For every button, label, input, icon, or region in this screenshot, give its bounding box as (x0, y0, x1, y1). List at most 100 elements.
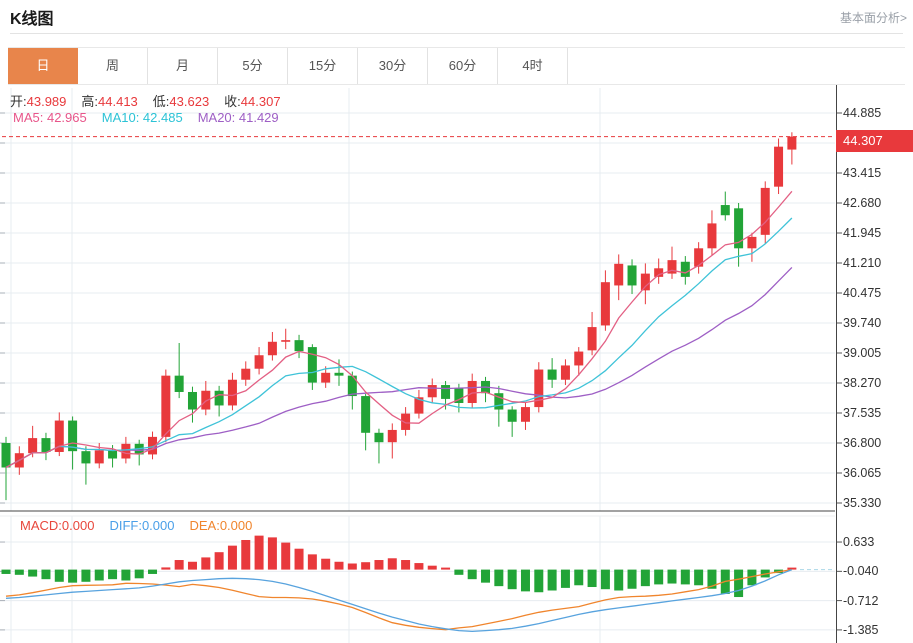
y-axis-label: -0.040 (843, 564, 879, 579)
macd-bar (547, 569, 557, 591)
macd-bar (614, 569, 624, 591)
period-tab-bar: 日周月 5分 15分 30分 60分 4时 (8, 47, 905, 85)
tab-week[interactable]: 周 (78, 48, 148, 84)
macd-bar (68, 569, 78, 583)
candle-body (361, 396, 371, 433)
candle-body (241, 368, 251, 380)
macd-bar (734, 569, 744, 598)
candle-body (654, 268, 664, 277)
macd-bar (467, 569, 477, 580)
candle-body (734, 208, 744, 249)
candle-body (534, 369, 544, 408)
macd-bar (334, 561, 344, 570)
y-axis-label: 40.475 (843, 286, 882, 300)
candle-body (201, 390, 211, 410)
y-axis-label: 43.415 (843, 166, 882, 180)
candle-body (787, 136, 797, 150)
macd-bar (294, 548, 304, 570)
candle-body (507, 409, 517, 422)
candle-body (494, 393, 504, 410)
candle-body (441, 385, 451, 399)
macd-bar (148, 569, 158, 574)
tab-hour4[interactable]: 4时 (498, 48, 568, 84)
candle-body (28, 438, 38, 454)
y-axis-label: 41.945 (843, 226, 882, 240)
ma5-line (5, 190, 793, 469)
candle-body (267, 341, 277, 356)
y-axis-label: -0.712 (843, 593, 879, 608)
ohlc-open: 开:43.989 (10, 94, 67, 109)
candle-body (41, 438, 51, 452)
macd-bar (134, 569, 144, 579)
macd-bar (94, 569, 104, 581)
candle-body (227, 379, 237, 406)
macd-bar (227, 545, 237, 570)
candle-body (321, 372, 331, 383)
y-axis-label: 39.740 (843, 316, 882, 330)
macd-bar (54, 569, 64, 582)
y-axis-label: 41.210 (843, 256, 882, 270)
macd-bar (281, 542, 291, 570)
macd-bar (121, 569, 131, 581)
macd-bar (307, 554, 317, 570)
candle-body (747, 236, 757, 249)
candle-body (467, 380, 477, 403)
macd-bar (201, 557, 211, 570)
ohlc-close: 收:44.307 (224, 94, 281, 109)
macd-bar (174, 560, 184, 570)
diff-line (5, 568, 793, 633)
candle-body (174, 375, 184, 392)
macd-bar (374, 560, 384, 570)
y-axis-label: 36.065 (843, 466, 882, 480)
fundamental-analysis-link[interactable]: 基本面分析> (839, 11, 907, 25)
candle-body (161, 375, 171, 437)
candle-body (254, 355, 264, 369)
macd-bar (560, 569, 570, 588)
macd-bar (627, 569, 637, 589)
legend-dea: DEA:0.000 (189, 518, 253, 533)
candle-body (520, 407, 530, 422)
candle-body (547, 369, 557, 380)
candle-body (574, 351, 584, 366)
candle-body (401, 413, 411, 430)
macd-bar (667, 569, 677, 584)
macd-bar (108, 569, 118, 580)
macd-bar (361, 562, 371, 570)
macd-bar (680, 569, 690, 585)
macd-bar (41, 569, 51, 580)
candle-body (614, 263, 624, 286)
candle-body (307, 347, 317, 383)
macd-bar (520, 569, 530, 592)
macd-bar (214, 552, 224, 570)
tab-min5[interactable]: 5分 (218, 48, 288, 84)
macd-bar (441, 567, 451, 570)
legend-diff: DIFF:0.000 (109, 518, 175, 533)
tab-min60[interactable]: 60分 (428, 48, 498, 84)
macd-bar (747, 569, 757, 586)
macd-bar (241, 539, 251, 570)
ma10-line (5, 217, 793, 469)
candle-body (414, 397, 424, 414)
candle-body (347, 375, 357, 397)
candle-body (720, 205, 730, 216)
legend-ma10: MA10: 42.485 (101, 110, 183, 125)
candle-body (108, 450, 118, 459)
tab-min30[interactable]: 30分 (358, 48, 428, 84)
tab-month[interactable]: 月 (148, 48, 218, 84)
macd-bar (507, 569, 517, 590)
candle-body (694, 248, 704, 267)
candle-body (627, 265, 637, 286)
legend-ma5: MA5: 42.965 (13, 110, 87, 125)
candle-body (667, 260, 677, 274)
tab-day[interactable]: 日 (8, 48, 78, 84)
tab-min15[interactable]: 15分 (288, 48, 358, 84)
macd-bar (347, 563, 357, 570)
current-price-badge: 44.307 (836, 130, 913, 152)
macd-bar (654, 569, 664, 585)
candle-body (294, 340, 304, 352)
candle-body (427, 385, 437, 398)
y-axis-label: 38.270 (843, 376, 882, 390)
y-axis-label: 36.800 (843, 436, 882, 450)
macd-bar (707, 569, 717, 589)
macd-bar (161, 567, 171, 570)
